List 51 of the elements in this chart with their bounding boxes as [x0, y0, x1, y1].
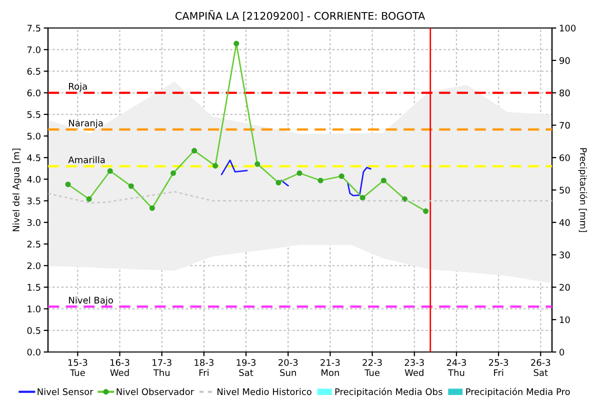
y2-tick-label: 30: [560, 252, 570, 258]
chart-title: CAMPIÑA LA [21209200] - CORRIENTE: BOGOTA: [175, 10, 426, 22]
y2-tick-label: 80: [560, 90, 570, 96]
y2-tick-label: 60: [560, 154, 570, 162]
x-tick-label: 21-3 Mon: [320, 359, 340, 376]
ref-line-label: Naranja: [69, 119, 103, 128]
y-tick-label: 6.5: [27, 68, 40, 75]
y2-tick-label: 20: [560, 284, 570, 291]
legend-label: Nivel Sensor: [38, 388, 94, 396]
y-tick-label: 4.5: [27, 154, 40, 162]
x-tick-label: 17-3 Thu: [152, 359, 172, 376]
y-tick-label: 5.0: [27, 132, 40, 140]
ref-line-label: Nivel Bajo: [69, 296, 113, 306]
y-tick-label: 3.5: [27, 198, 40, 204]
x-tick-label: 20-3 Sun: [278, 359, 298, 376]
y-tick-label: 7.5: [27, 24, 40, 32]
y-tick-label: 1.0: [28, 306, 40, 312]
x-tick-label: 15-3 Tue: [68, 359, 88, 376]
x-tick-label: 18-3 Fri: [194, 359, 214, 376]
y2-tick-label: 90: [560, 57, 570, 64]
x-tick-label: 16-3 Wed: [110, 359, 130, 376]
y-tick-label: 2.5: [27, 240, 40, 248]
y2-tick-label: 40: [559, 219, 570, 226]
x-tick-label: 22-3 Tue: [362, 359, 382, 376]
y-tick-label: 0.5: [27, 327, 40, 334]
y-tick-label: 5.5: [27, 111, 40, 118]
legend-label: Nivel Observador: [116, 388, 194, 396]
y2-tick-label: 70: [560, 122, 570, 129]
legend-label: Precipitación Media Obs: [335, 388, 442, 397]
x-tick-label: 19-3 Sat: [236, 359, 256, 376]
y-tick-label: 1.5: [28, 284, 40, 291]
y2-tick-label: 100: [560, 24, 576, 32]
y-tick-label: 7.0: [27, 46, 40, 54]
y-tick-label: 3.0: [27, 219, 40, 226]
y-axis-title: Nivel del Agua [m]: [12, 148, 22, 232]
y2-tick-label: 0: [560, 348, 564, 356]
y-tick-label: 2.0: [27, 262, 40, 270]
legend-label: Nivel Medio Historico: [218, 388, 312, 396]
y-tick-label: 0.0: [27, 348, 40, 356]
ref-line-label: Amarilla: [68, 156, 105, 164]
y-tick-label: 4.0: [27, 176, 40, 183]
x-tick-label: 26-3 Sat: [531, 359, 550, 376]
x-tick-label: 23-3 Wed: [404, 359, 424, 376]
x-tick-label: 25-3 Fri: [488, 359, 508, 376]
legend-label: Precipitación Media Pro: [466, 388, 570, 397]
ref-line-label: Roja: [69, 82, 87, 92]
y2-tick-label: 10: [560, 316, 570, 324]
x-tick-label: 24-3 Thu: [446, 359, 466, 376]
y-tick-label: 6.0: [27, 90, 40, 96]
y2-axis-title: Precipitación [mm]: [578, 148, 588, 232]
y2-tick-label: 50: [560, 186, 570, 194]
